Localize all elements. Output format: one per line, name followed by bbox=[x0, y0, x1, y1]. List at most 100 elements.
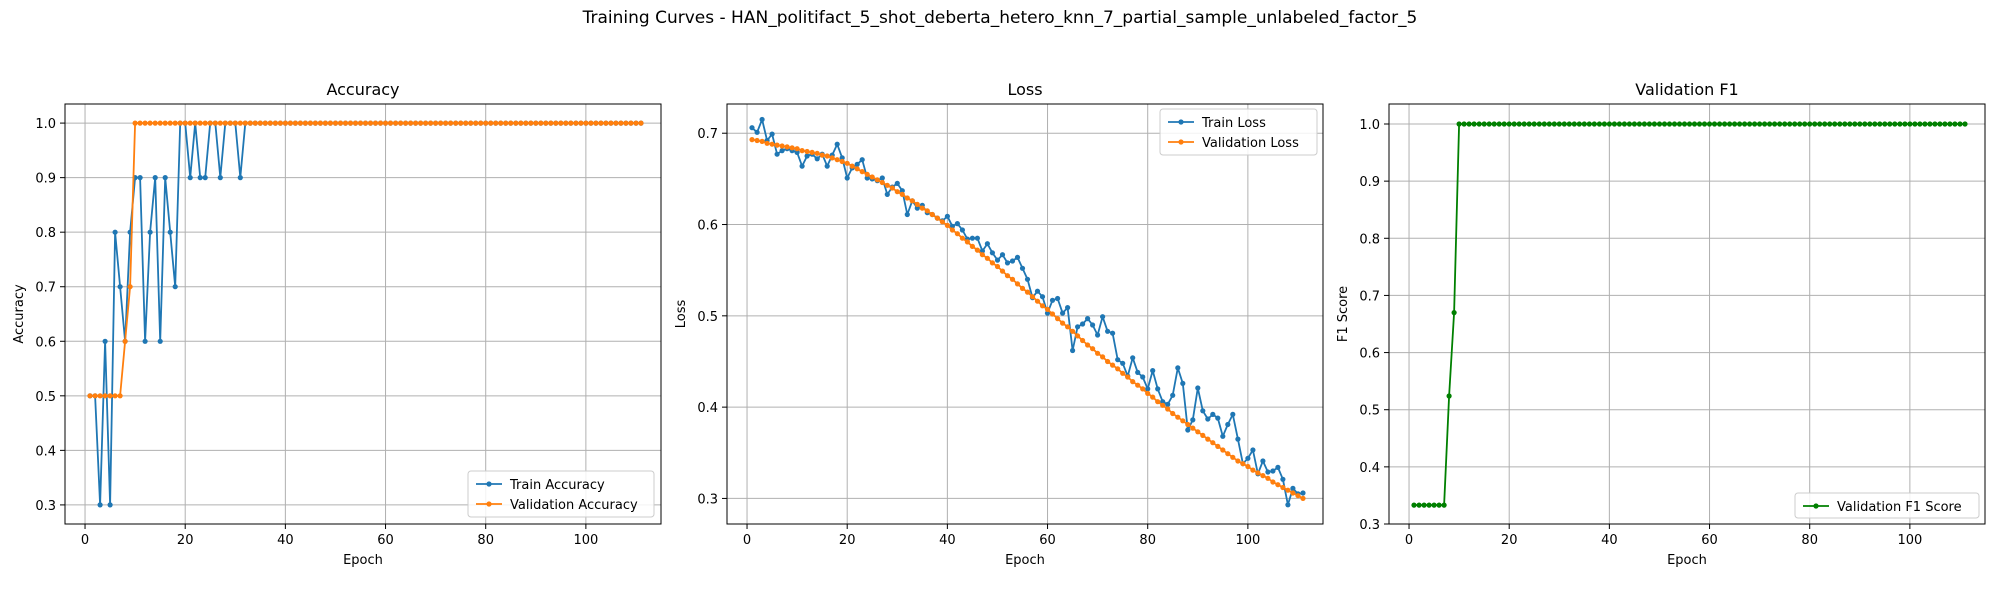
data-point bbox=[1085, 316, 1091, 322]
data-point bbox=[849, 163, 855, 169]
data-point bbox=[1737, 121, 1743, 127]
axes-frame bbox=[64, 103, 662, 525]
data-point bbox=[814, 150, 820, 156]
subplot-title: Accuracy bbox=[326, 80, 399, 99]
data-point bbox=[1280, 484, 1286, 491]
data-point bbox=[1681, 121, 1688, 127]
data-point bbox=[1651, 121, 1657, 127]
data-point bbox=[1049, 311, 1056, 317]
data-point bbox=[924, 208, 930, 214]
data-point bbox=[1917, 121, 1923, 127]
data-point bbox=[1927, 121, 1933, 127]
data-point bbox=[1165, 406, 1171, 412]
series-train-accuracy bbox=[87, 120, 644, 508]
data-point bbox=[1711, 121, 1718, 127]
data-point bbox=[107, 393, 113, 399]
data-point bbox=[1912, 121, 1918, 127]
data-point bbox=[498, 120, 504, 126]
data-point bbox=[804, 153, 810, 159]
data-point bbox=[1626, 121, 1632, 127]
data-point bbox=[1872, 121, 1878, 127]
data-point bbox=[1170, 410, 1176, 417]
data-point bbox=[1140, 386, 1146, 392]
data-point bbox=[839, 155, 845, 161]
data-point bbox=[1115, 357, 1121, 363]
data-point bbox=[317, 120, 323, 126]
data-point bbox=[1155, 399, 1161, 405]
data-point bbox=[1671, 121, 1678, 127]
data-point bbox=[162, 120, 168, 126]
data-point bbox=[1717, 121, 1723, 127]
data-point bbox=[1019, 285, 1026, 291]
data-point bbox=[749, 137, 755, 143]
data-point bbox=[1044, 306, 1051, 312]
data-point bbox=[914, 205, 920, 211]
data-point bbox=[979, 252, 986, 258]
data-point bbox=[824, 163, 830, 169]
y-tick-label: 0.6 bbox=[35, 335, 56, 350]
data-point bbox=[1080, 337, 1086, 344]
series-line bbox=[751, 138, 1304, 500]
data-point bbox=[1270, 468, 1276, 474]
data-point bbox=[1105, 328, 1111, 334]
data-point bbox=[1757, 121, 1763, 127]
data-point bbox=[147, 229, 153, 235]
data-point bbox=[1280, 476, 1286, 482]
data-point bbox=[834, 141, 840, 147]
data-point bbox=[1611, 121, 1617, 127]
data-point bbox=[1882, 121, 1888, 127]
data-point bbox=[869, 174, 875, 180]
data-point bbox=[1496, 121, 1502, 127]
data-point bbox=[1100, 314, 1106, 320]
data-point bbox=[352, 120, 359, 126]
data-point bbox=[1937, 121, 1943, 127]
data-point bbox=[879, 179, 885, 186]
data-point bbox=[994, 257, 1001, 263]
x-tick-label: 100 bbox=[1897, 533, 1922, 548]
data-point bbox=[453, 120, 459, 126]
data-point bbox=[864, 171, 870, 177]
x-tick-label: 100 bbox=[573, 533, 598, 548]
data-point bbox=[433, 120, 439, 126]
x-tick-label: 40 bbox=[939, 533, 956, 548]
y-tick-label: 0.9 bbox=[1359, 175, 1380, 190]
data-point bbox=[1200, 432, 1206, 438]
data-point bbox=[157, 338, 163, 344]
y-axis-label: Accuracy bbox=[12, 284, 27, 344]
data-point bbox=[1120, 360, 1126, 366]
data-point bbox=[1300, 495, 1306, 501]
data-point bbox=[267, 120, 273, 126]
data-point bbox=[217, 120, 223, 126]
data-point bbox=[769, 131, 775, 137]
data-point bbox=[1491, 121, 1497, 127]
legend-label: Validation Accuracy bbox=[510, 498, 638, 513]
legend-label: Train Loss bbox=[1201, 116, 1266, 131]
data-point bbox=[874, 177, 880, 183]
data-point bbox=[468, 120, 474, 126]
data-point bbox=[1536, 121, 1542, 127]
data-point bbox=[1812, 121, 1818, 127]
data-point bbox=[859, 157, 865, 163]
data-point bbox=[177, 120, 183, 126]
data-point bbox=[1034, 298, 1041, 304]
data-point bbox=[1952, 121, 1958, 127]
data-point bbox=[553, 120, 559, 126]
data-point bbox=[1130, 379, 1136, 385]
data-point bbox=[789, 145, 795, 151]
data-point bbox=[403, 120, 409, 126]
data-point bbox=[1862, 121, 1868, 127]
data-point bbox=[1852, 121, 1858, 127]
data-point bbox=[1436, 502, 1442, 508]
data-point bbox=[1090, 346, 1096, 352]
data-point bbox=[754, 129, 760, 135]
x-tick-label: 0 bbox=[81, 533, 89, 548]
data-point bbox=[347, 120, 354, 126]
data-point bbox=[1837, 121, 1843, 127]
data-point bbox=[1220, 433, 1226, 439]
data-point bbox=[1411, 502, 1417, 508]
data-point bbox=[167, 120, 173, 126]
data-point bbox=[1606, 121, 1612, 127]
data-point bbox=[1004, 273, 1011, 279]
data-point bbox=[1215, 415, 1221, 421]
y-tick-label: 0.6 bbox=[697, 219, 718, 234]
